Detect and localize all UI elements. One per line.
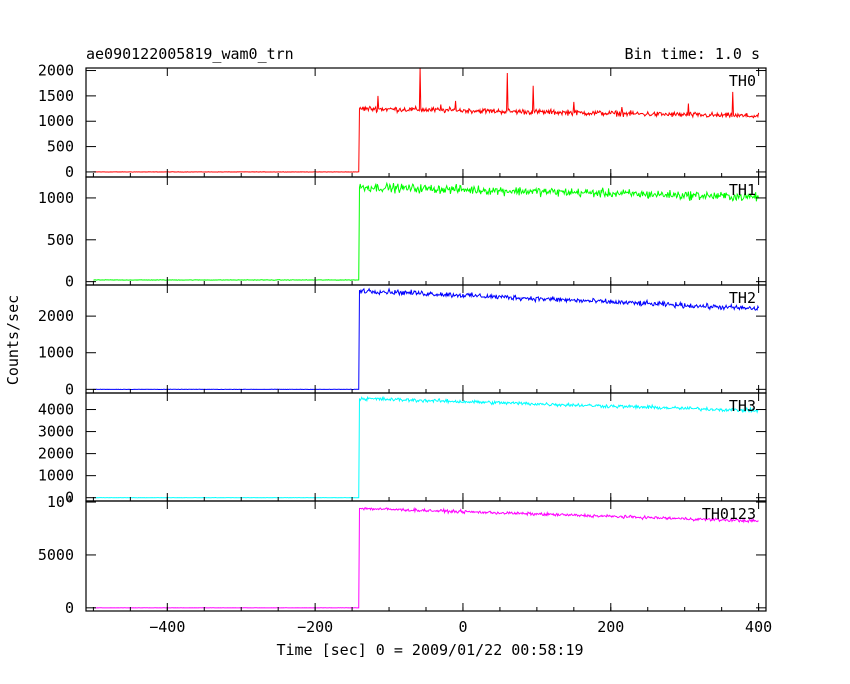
- panel-frame-th3: [85, 392, 767, 502]
- panel-label-th1: TH1: [729, 181, 756, 199]
- y-axis-label: Counts/sec: [4, 295, 22, 385]
- panel-label-th2: TH2: [729, 289, 756, 307]
- x-tick-label: 400: [745, 618, 772, 636]
- x-tick-label: 0: [458, 618, 467, 636]
- y-tick-label-th0123: 10⁴: [47, 493, 74, 511]
- y-tick-label-th0: 1000: [38, 112, 74, 130]
- y-tick-label-th3: 0: [65, 489, 74, 507]
- bin-time-label: Bin time: 1.0 s: [625, 45, 760, 63]
- y-tick-label-th2: 0: [65, 380, 74, 398]
- y-tick-label-th3: 4000: [38, 401, 74, 419]
- y-tick-label-th1: 0: [65, 273, 74, 291]
- chart-title: ae090122005819_wam0_trn: [86, 45, 294, 63]
- y-tick-label-th3: 3000: [38, 423, 74, 441]
- y-tick-label-th0: 500: [47, 138, 74, 156]
- y-tick-label-th1: 500: [47, 231, 74, 249]
- series-line-th1: [93, 181, 760, 281]
- panel-label-th3: TH3: [729, 397, 756, 415]
- x-tick-label: 200: [597, 618, 624, 636]
- y-tick-label-th2: 1000: [38, 344, 74, 362]
- x-tick-label: −200: [297, 618, 333, 636]
- y-tick-label-th0: 1500: [38, 87, 74, 105]
- x-axis-label: Time [sec] 0 = 2009/01/22 00:58:19: [276, 641, 583, 659]
- y-tick-label-th3: 2000: [38, 445, 74, 463]
- y-tick-label-th0123: 0: [65, 599, 74, 617]
- series-line-th0: [93, 67, 760, 173]
- y-tick-label-th2: 2000: [38, 307, 74, 325]
- panel-frame-th1: [85, 176, 767, 286]
- series-line-th0123: [93, 506, 759, 609]
- x-tick-label: −400: [149, 618, 185, 636]
- series-line-th3: [93, 395, 759, 499]
- y-tick-label-th0: 0: [65, 163, 74, 181]
- y-tick-label-th1: 1000: [38, 189, 74, 207]
- panel-label-th0: TH0: [729, 72, 756, 90]
- y-tick-label-th0123: 5000: [38, 546, 74, 564]
- y-tick-label-th0: 2000: [38, 62, 74, 80]
- series-line-th2: [93, 287, 760, 391]
- y-tick-label-th3: 1000: [38, 467, 74, 485]
- panel-frame-th0: [85, 67, 767, 178]
- panel-label-th0123: TH0123: [702, 505, 756, 523]
